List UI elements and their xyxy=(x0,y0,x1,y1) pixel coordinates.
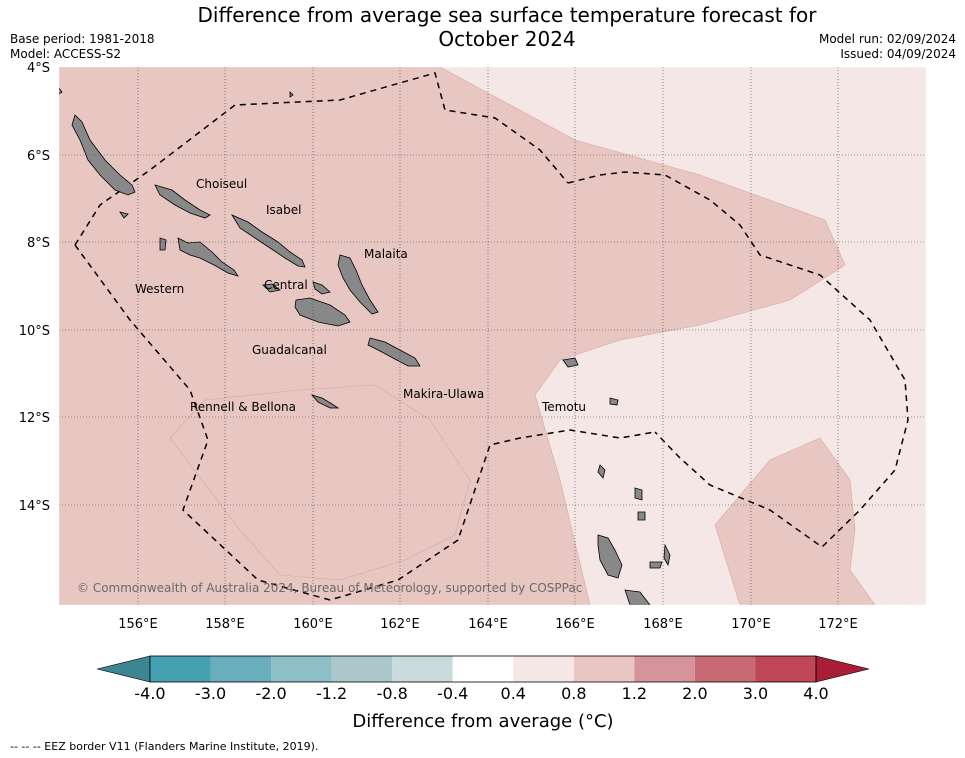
lat-label: 8°S xyxy=(27,236,50,251)
colorbar-segment xyxy=(331,656,393,682)
base-period: Base period: 1981-2018 xyxy=(10,32,155,46)
island-choiseul-east xyxy=(154,184,211,219)
meta-right: Model run: 02/09/2024 Issued: 04/09/2024 xyxy=(819,32,956,62)
island-makira xyxy=(367,337,421,367)
island-ontong-java xyxy=(289,91,294,98)
colorbar-segment xyxy=(452,656,514,682)
island-torres xyxy=(597,464,606,479)
lat-label: 10°S xyxy=(19,324,50,339)
lon-label: 170°E xyxy=(731,617,771,632)
island-guadalcanal xyxy=(294,297,351,327)
colorbar-extend-low xyxy=(96,655,151,683)
colorbar-tick-labels: -4.0 -3.0 -2.0 -1.2 -0.8 -0.4 0.4 0.8 1.2 2.0 3.0 4… xyxy=(134,684,828,703)
map-area xyxy=(59,67,926,605)
island-ambae xyxy=(649,561,663,569)
colorbar-extend-high xyxy=(815,655,870,683)
land-masses xyxy=(59,87,671,605)
eez-border-temotu xyxy=(567,171,909,548)
lon-label: 166°E xyxy=(555,617,595,632)
colorbar-tick-label: 3.0 xyxy=(743,684,768,703)
colorbar-segment xyxy=(573,656,635,682)
lat-label: 6°S xyxy=(27,149,50,164)
colorbar-tick-label: -1.2 xyxy=(316,684,347,703)
longitude-labels: 156°E 158°E 160°E 162°E 164°E 166°E 168°E 170°E… xyxy=(118,617,858,632)
island-banks xyxy=(634,487,646,521)
colorbar-tick-label: 0.4 xyxy=(501,684,526,703)
colorbar-tick-label: 0.8 xyxy=(561,684,586,703)
lon-label: 162°E xyxy=(380,617,420,632)
place-malaita: Malaita xyxy=(364,247,408,261)
map-title-line2: October 2024 xyxy=(438,27,576,51)
island-espiritu-santo xyxy=(597,534,623,579)
colorbar-tick-label: -3.0 xyxy=(195,684,226,703)
colorbar-tick-label: -0.8 xyxy=(377,684,408,703)
colorbar-segment xyxy=(634,656,695,682)
meta-left: Base period: 1981-2018 Model: ACCESS-S2 xyxy=(10,32,155,62)
place-central: Central xyxy=(264,278,308,292)
place-guadalcanal: Guadalcanal xyxy=(252,343,327,357)
colorbar-title: Difference from average (°C) xyxy=(352,711,613,732)
colorbar-segment xyxy=(513,656,574,682)
island-shortland xyxy=(119,211,129,219)
place-isabel: Isabel xyxy=(266,203,301,217)
island-choiseul xyxy=(71,114,136,196)
colorbar-segment xyxy=(150,656,211,682)
island-rennell xyxy=(310,394,340,409)
lon-label: 164°E xyxy=(468,617,508,632)
anomaly-region-warm xyxy=(59,67,846,605)
lat-label: 12°S xyxy=(19,411,50,426)
place-western: Western xyxy=(135,282,184,296)
colorbar-segment xyxy=(694,656,756,682)
colorbar-tick-label: 2.0 xyxy=(682,684,707,703)
map-title-line1: Difference from average sea surface temp… xyxy=(197,3,817,27)
island-maewo xyxy=(663,543,671,567)
latitude-labels: 4°S 6°S 8°S 10°S 12°S 14°S xyxy=(19,61,50,514)
colorbar-tick-label: 4.0 xyxy=(803,684,828,703)
graticule xyxy=(59,67,926,605)
colorbar-segment xyxy=(392,656,453,682)
colorbar-segment xyxy=(210,656,272,682)
map-frame xyxy=(58,66,927,606)
island-vanikoro xyxy=(609,397,619,406)
colorbar-outline xyxy=(149,655,817,683)
place-temotu: Temotu xyxy=(541,400,586,414)
colorbar-tick-label: -0.4 xyxy=(437,684,468,703)
colorbar-tick-label: -2.0 xyxy=(255,684,286,703)
island-santa-cruz xyxy=(562,357,579,368)
island-bougainville-tip xyxy=(59,87,63,95)
anomaly-region-warm-se xyxy=(714,437,876,605)
place-rennell-bellona: Rennell & Bellona xyxy=(190,400,296,414)
colorbar xyxy=(96,655,870,683)
colorbar-tick-label: 1.2 xyxy=(622,684,647,703)
island-isabel xyxy=(230,214,306,268)
lon-label: 160°E xyxy=(293,617,333,632)
issued-date: Issued: 04/09/2024 xyxy=(840,47,956,61)
colorbar-tick-label: -4.0 xyxy=(134,684,165,703)
island-malaita xyxy=(337,254,379,315)
model-run: Model run: 02/09/2024 xyxy=(818,32,956,46)
island-malekula xyxy=(624,589,651,605)
copyright-notice: © Commonwealth of Australia 2024, Bureau… xyxy=(77,581,582,595)
lon-label: 172°E xyxy=(818,617,858,632)
model-name: Model: ACCESS-S2 xyxy=(10,47,122,61)
map-title: Difference from average sea surface temp… xyxy=(0,3,965,51)
place-choiseul: Choiseul xyxy=(196,177,247,191)
island-russell xyxy=(262,283,281,293)
lat-label: 14°S xyxy=(19,499,50,514)
lon-label: 156°E xyxy=(118,617,158,632)
lon-label: 168°E xyxy=(643,617,683,632)
eez-legend-note: -- -- -- EEZ border V11 (Flanders Marine… xyxy=(10,740,319,753)
colorbar-segment xyxy=(271,656,332,682)
place-makira-ulawa: Makira-Ulawa xyxy=(403,387,484,401)
island-florida xyxy=(312,281,331,295)
colorbar-segment xyxy=(755,656,816,682)
lat-label: 4°S xyxy=(27,61,50,76)
lon-label: 158°E xyxy=(205,617,245,632)
island-vella xyxy=(159,237,167,251)
